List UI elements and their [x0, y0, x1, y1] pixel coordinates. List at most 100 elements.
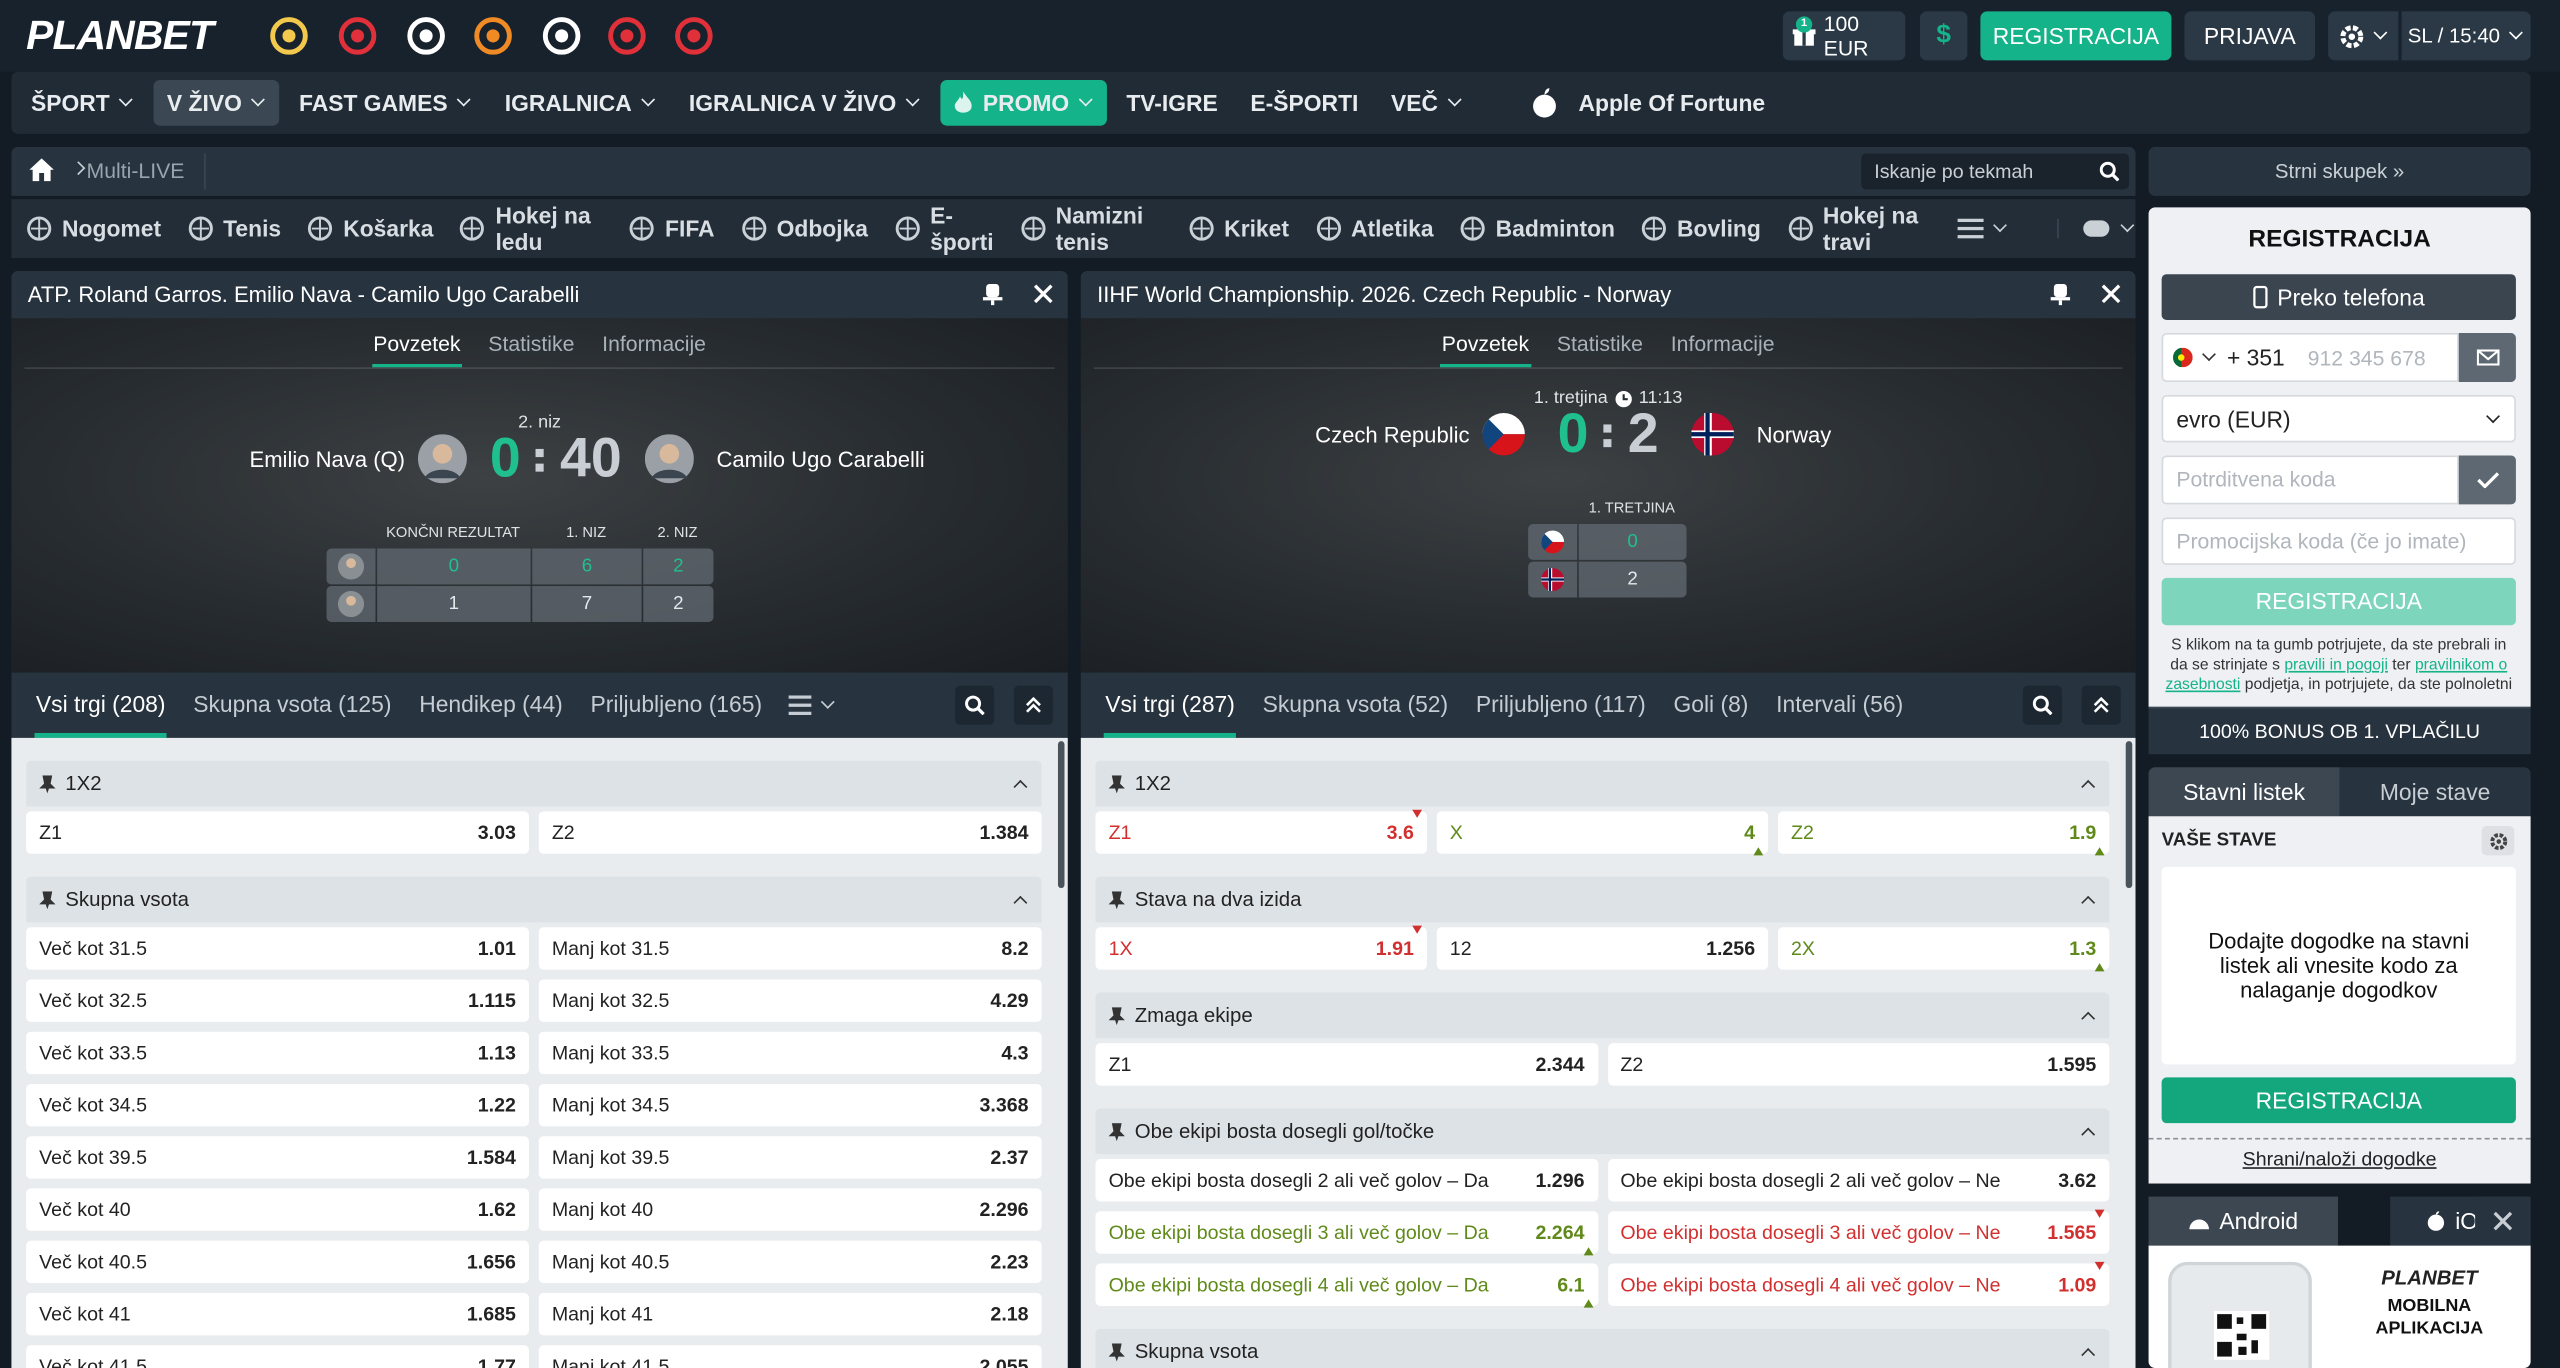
sport-item[interactable]: Hokej na ledu: [460, 202, 603, 255]
sport-item[interactable]: Badminton: [1460, 215, 1615, 242]
submit-button[interactable]: REGISTRACIJA: [2161, 577, 2516, 626]
market-header[interactable]: Skupna vsota: [26, 876, 1042, 923]
sport-item[interactable]: Hokej na travi: [1787, 202, 1931, 255]
odd-cell[interactable]: Obe ekipi bosta dosegli 3 ali več golov …: [1095, 1211, 1598, 1256]
currency-select[interactable]: evro (EUR): [2161, 395, 2516, 443]
slip-tab[interactable]: Moje stave: [2339, 767, 2531, 817]
save-load-link[interactable]: Shrani/naloži dogodke: [2242, 1147, 2437, 1171]
app-close-button[interactable]: [2475, 1196, 2531, 1246]
confirm-button[interactable]: [2458, 455, 2516, 505]
sports-more[interactable]: [1957, 217, 2009, 240]
nav-item[interactable]: TV-IGRE: [1113, 80, 1231, 126]
slip-tab[interactable]: Stavni listek: [2148, 767, 2340, 817]
sport-item[interactable]: E-športi: [894, 202, 994, 255]
market-tab[interactable]: Hendikep (44): [419, 690, 563, 717]
sport-item[interactable]: Košarka: [307, 215, 433, 242]
odd-cell[interactable]: Obe ekipi bosta dosegli 3 ali več golov …: [1607, 1209, 2110, 1254]
sport-item[interactable]: Tenis: [187, 215, 281, 242]
login-button[interactable]: PRIJAVA: [2184, 11, 2316, 61]
market-collapse-button[interactable]: [1013, 685, 1054, 725]
scoreboard-tab[interactable]: Informacije: [1670, 331, 1775, 356]
odd-cell[interactable]: Manj kot 33.5 4.3: [538, 1031, 1042, 1075]
market-tab[interactable]: Vsi trgi (287): [1104, 673, 1237, 738]
terms-link[interactable]: pravilnikom o zasebnosti: [2165, 656, 2508, 694]
odd-cell[interactable]: Manj kot 34.5 3.368: [538, 1083, 1042, 1127]
odd-cell[interactable]: Z1 3.03: [26, 811, 529, 854]
bonus-banner[interactable]: 100% BONUS OB 1. VPLAČILU: [2148, 706, 2531, 755]
odd-cell[interactable]: Manj kot 40.5 2.23: [538, 1240, 1042, 1284]
odd-cell[interactable]: Manj kot 40 2.296: [538, 1188, 1042, 1231]
mail-button[interactable]: [2458, 333, 2516, 382]
market-header[interactable]: Skupna vsota: [1095, 1328, 2110, 1368]
logo[interactable]: PLANBET: [26, 13, 214, 59]
odd-cell[interactable]: Obe ekipi bosta dosegli 2 ali več golov …: [1095, 1159, 1598, 1202]
scoreboard-tab[interactable]: Statistike: [1556, 331, 1643, 356]
register-button[interactable]: REGISTRACIJA: [1980, 11, 2172, 61]
sport-item[interactable]: FIFA: [629, 215, 715, 242]
market-tab[interactable]: Priljubljeno (117): [1475, 690, 1646, 717]
sport-item[interactable]: Namizni tenis: [1020, 202, 1162, 255]
odd-cell[interactable]: Več kot 40 1.62: [26, 1188, 529, 1231]
settings-button[interactable]: [2328, 11, 2399, 61]
sport-item[interactable]: Bovling: [1641, 215, 1761, 242]
odd-cell[interactable]: Z2 1.384: [538, 811, 1042, 854]
odd-cell[interactable]: Obe ekipi bosta dosegli 4 ali več golov …: [1095, 1263, 1598, 1308]
match-title[interactable]: ATP. Roland Garros. Emilio Nava - Camilo…: [27, 282, 580, 307]
breadcrumb-current[interactable]: Multi-LIVE: [86, 158, 185, 183]
terms-link[interactable]: pravili in pogoji: [2284, 656, 2388, 675]
nav-item[interactable]: ŠPORT: [18, 80, 147, 126]
sport-item[interactable]: Atletika: [1315, 215, 1434, 242]
market-search-button[interactable]: [2022, 685, 2063, 725]
odd-cell[interactable]: Več kot 40.5 1.656: [26, 1240, 529, 1284]
match-title[interactable]: IIHF World Championship. 2026. Czech Rep…: [1097, 282, 1672, 307]
market-header[interactable]: 1X2: [1095, 760, 2110, 807]
code-input[interactable]: Potrditvena koda: [2161, 455, 2459, 505]
odd-cell[interactable]: 2X 1.3: [1777, 927, 2110, 972]
nav-item[interactable]: PROMO: [940, 79, 1107, 126]
scoreboard-tab[interactable]: Povzetek: [1440, 325, 1531, 367]
nav-item[interactable]: Apple Of Fortune: [1518, 80, 1778, 126]
odd-cell[interactable]: Manj kot 31.5 8.2: [538, 927, 1042, 970]
market-more[interactable]: [788, 695, 835, 716]
odd-cell[interactable]: Več kot 33.5 1.13: [26, 1031, 529, 1075]
market-tab[interactable]: Skupna vsota (52): [1262, 690, 1449, 717]
odd-cell[interactable]: Več kot 41 1.685: [26, 1292, 529, 1336]
odd-cell[interactable]: Manj kot 32.5 4.29: [538, 979, 1042, 1022]
odd-cell[interactable]: 12 1.256: [1436, 927, 1769, 970]
locale-button[interactable]: SL / 15:40: [2401, 11, 2531, 61]
sport-item[interactable]: Kriket: [1188, 215, 1289, 242]
market-header[interactable]: Obe ekipi bosta dosegli gol/točke: [1095, 1108, 2110, 1155]
market-tab[interactable]: Vsi trgi (208): [34, 673, 167, 738]
odd-cell[interactable]: Manj kot 41.5 2.055: [538, 1345, 1042, 1368]
market-tab[interactable]: Goli (8): [1673, 690, 1749, 717]
nav-item[interactable]: E-ŠPORTI: [1237, 80, 1371, 126]
odd-cell[interactable]: Manj kot 41 2.18: [538, 1292, 1042, 1336]
market-header[interactable]: Zmaga ekipe: [1095, 992, 2110, 1039]
phone-tab[interactable]: Preko telefona: [2161, 274, 2516, 320]
phone-input[interactable]: + 351 912 345 678: [2161, 333, 2459, 382]
odd-cell[interactable]: Obe ekipi bosta dosegli 4 ali več golov …: [1607, 1261, 2110, 1306]
odd-cell[interactable]: Z2 1.9: [1777, 811, 2110, 856]
odd-cell[interactable]: Z2 1.595: [1607, 1043, 2110, 1086]
market-collapse-button[interactable]: [2081, 685, 2121, 725]
scoreboard-tab[interactable]: Informacije: [602, 331, 706, 356]
odd-cell[interactable]: 1X 1.91: [1095, 925, 1427, 970]
sport-item[interactable]: Nogomet: [26, 215, 161, 242]
odd-cell[interactable]: Več kot 39.5 1.584: [26, 1136, 529, 1179]
nav-item[interactable]: IGRALNICA: [492, 80, 670, 126]
scoreboard-tab[interactable]: Statistike: [488, 331, 575, 356]
promo-input[interactable]: Promocijska koda (če jo imate): [2161, 517, 2516, 565]
market-header[interactable]: Stava na dva izida: [1095, 876, 2110, 923]
market-search-button[interactable]: [955, 685, 995, 725]
odd-cell[interactable]: Z1 2.344: [1095, 1043, 1598, 1086]
nav-item[interactable]: V ŽIVO: [153, 79, 280, 126]
scoreboard-tab[interactable]: Povzetek: [372, 325, 463, 367]
balance-button[interactable]: 100 EUR: [1782, 11, 1906, 61]
market-tab[interactable]: Priljubljeno (165): [590, 690, 763, 717]
games-more[interactable]: [2057, 218, 2135, 239]
app-tab[interactable]: Android: [2148, 1196, 2338, 1246]
slip-settings-button[interactable]: [2481, 826, 2515, 856]
odd-cell[interactable]: Obe ekipi bosta dosegli 2 ali več golov …: [1607, 1159, 2110, 1202]
odd-cell[interactable]: Manj kot 39.5 2.37: [538, 1136, 1042, 1179]
